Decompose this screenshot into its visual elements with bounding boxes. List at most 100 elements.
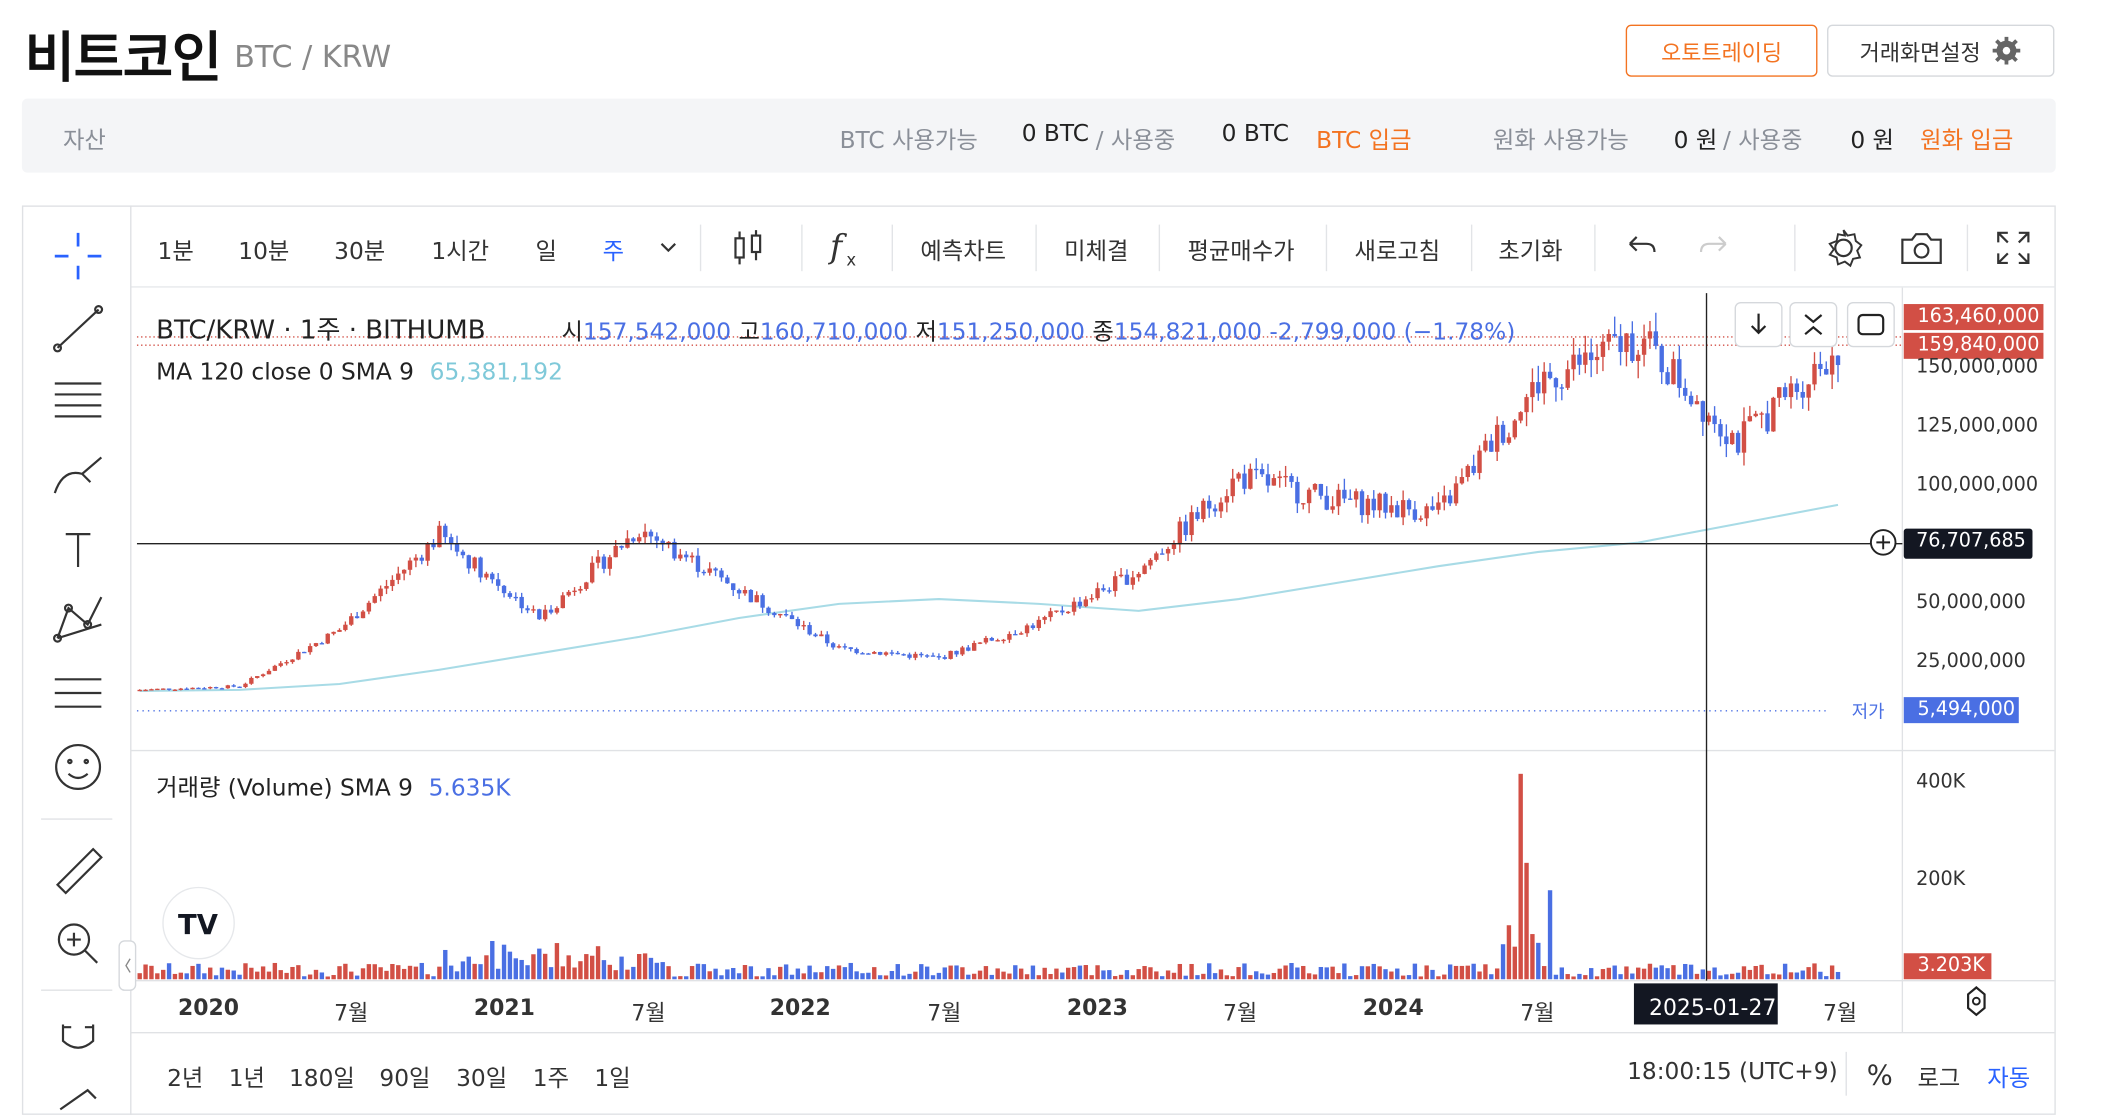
volume-bar — [1671, 965, 1676, 980]
candle-body — [1400, 500, 1406, 518]
volume-bar — [1771, 973, 1776, 980]
candle-body — [525, 608, 530, 611]
candle-body — [678, 554, 683, 559]
candle-type-icon[interactable] — [729, 227, 770, 268]
forecast-chart-button[interactable]: 예측차트 — [920, 238, 1007, 266]
candle-body — [983, 637, 989, 643]
candle-body — [1065, 611, 1071, 614]
volume-bar — [1806, 967, 1811, 980]
interval-1h[interactable]: 1시간 — [431, 238, 490, 266]
volume-bar — [1459, 965, 1465, 980]
volume-bar — [1412, 963, 1418, 980]
interval-10m[interactable]: 10분 — [238, 238, 290, 266]
range-30d[interactable]: 30일 — [456, 1065, 508, 1093]
candle-body — [1277, 476, 1282, 479]
reset-button[interactable]: 초기화 — [1498, 238, 1563, 266]
range-180d[interactable]: 180일 — [288, 1065, 355, 1093]
candle-body — [1142, 565, 1147, 574]
refresh-button[interactable]: 새로고침 — [1354, 238, 1441, 266]
candle-body — [754, 595, 759, 603]
unfilled-button[interactable]: 미체결 — [1064, 238, 1129, 266]
candle-body — [331, 631, 336, 634]
candle-body — [989, 637, 994, 641]
range-90d[interactable]: 90일 — [379, 1065, 431, 1093]
volume-bar — [795, 968, 801, 980]
clock: 18:00:15 (UTC+9) — [1627, 1058, 1838, 1087]
avg-buy-price-button[interactable]: 평균매수가 — [1187, 238, 1295, 266]
range-1w[interactable]: 1주 — [532, 1065, 570, 1093]
auto-toggle[interactable]: 자동 — [1987, 1065, 2031, 1093]
redo-icon[interactable] — [1698, 230, 1734, 263]
btc-deposit-link[interactable]: BTC 입금 — [1316, 127, 1412, 155]
percent-toggle[interactable]: % — [1866, 1058, 1893, 1092]
volume-bar — [249, 967, 254, 980]
collapse-side-button[interactable] — [118, 940, 137, 991]
candle-body — [695, 555, 701, 572]
volume-bar — [848, 962, 853, 980]
low-label: 저가 — [1851, 702, 1885, 724]
range-1y[interactable]: 1년 — [228, 1065, 265, 1093]
volume-bar — [396, 965, 401, 980]
camera-icon[interactable] — [1898, 227, 1945, 268]
volume-bar — [1136, 969, 1141, 980]
candle-body — [1353, 491, 1359, 500]
candle-body — [1154, 553, 1159, 560]
screen-settings-button[interactable]: 거래화면설정 — [1827, 24, 2055, 77]
volume-bar — [801, 973, 806, 980]
candle-body — [1177, 521, 1183, 545]
volume-bar — [161, 969, 166, 980]
high-value: 160,710,000 — [759, 319, 909, 347]
interval-1m[interactable]: 1분 — [157, 238, 194, 266]
axis-settings-icon[interactable] — [1967, 986, 1986, 1017]
candle-body — [883, 652, 889, 655]
candle-body — [1365, 498, 1371, 516]
volume-bar — [1054, 968, 1059, 980]
interval-30m[interactable]: 30분 — [334, 238, 386, 266]
volume-bar — [378, 967, 383, 980]
candle-body — [225, 685, 231, 689]
volume-bar — [924, 966, 930, 980]
volume-bar — [948, 965, 953, 980]
candle-body — [807, 625, 812, 635]
volume-bar — [701, 964, 707, 980]
volume-bar — [331, 975, 336, 980]
candle-body — [1224, 496, 1230, 503]
autotrade-button[interactable]: 오토트레이딩 — [1625, 24, 1818, 77]
candle-body — [407, 560, 413, 570]
candle-body — [619, 545, 624, 548]
candle-body — [255, 676, 260, 678]
volume-bar — [1724, 974, 1729, 980]
volume-bar — [1142, 966, 1147, 980]
volume-bar — [278, 970, 283, 980]
candle-body — [431, 543, 436, 548]
candle-body — [1612, 333, 1617, 337]
volume-bar — [1024, 974, 1030, 980]
volume-bar — [1289, 962, 1294, 980]
candle-body — [1265, 474, 1271, 486]
candle-body — [601, 556, 607, 569]
chart-settings-icon[interactable] — [1822, 226, 1866, 270]
candle-body — [378, 588, 383, 597]
candle-body — [1453, 483, 1459, 504]
chevron-down-icon[interactable] — [657, 238, 679, 254]
interval-week[interactable]: 주 — [602, 238, 625, 266]
volume-bar — [1624, 966, 1629, 980]
volume-bar — [407, 965, 413, 980]
maximize-pane-button[interactable] — [1846, 301, 1895, 348]
range-2y[interactable]: 2년 — [167, 1065, 204, 1093]
krw-deposit-link[interactable]: 원화 입금 — [1920, 127, 2014, 155]
collapse-button[interactable] — [1789, 301, 1838, 348]
crosshair-price: 76,707,685 — [1916, 530, 2026, 552]
candle-body — [507, 593, 513, 597]
log-toggle[interactable]: 로그 — [1917, 1065, 1961, 1093]
range-1d[interactable]: 1일 — [594, 1065, 631, 1093]
candle-body — [1588, 352, 1594, 361]
interval-day[interactable]: 일 — [535, 238, 557, 266]
volume-bar — [1359, 966, 1365, 980]
fullscreen-icon[interactable] — [1994, 229, 2032, 267]
volume-bar — [260, 966, 266, 980]
undo-icon[interactable] — [1622, 230, 1658, 263]
volume-bar — [554, 943, 560, 980]
